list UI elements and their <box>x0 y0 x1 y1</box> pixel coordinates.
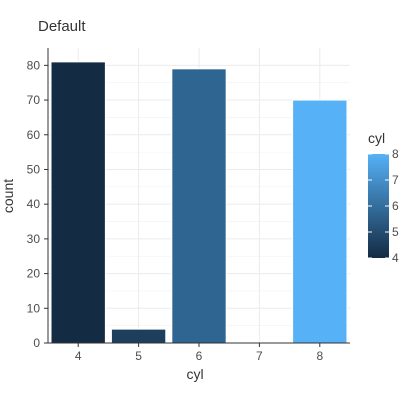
legend: cyl 8 7 6 5 4 <box>368 130 399 265</box>
x-axis-label: cyl <box>186 366 203 382</box>
axes: 0 10 20 30 40 50 60 70 80 4 5 6 7 8 <box>27 48 350 363</box>
bar-5 <box>110 328 167 344</box>
y-tick-label: 40 <box>27 197 41 211</box>
legend-label: 6 <box>392 199 399 213</box>
legend-label: 5 <box>392 225 399 239</box>
bar-8 <box>292 99 348 344</box>
y-tick-label: 70 <box>27 93 41 107</box>
legend-colorbar <box>368 154 389 258</box>
legend-label: 4 <box>392 251 399 265</box>
y-tick-label: 60 <box>27 128 41 142</box>
x-tick-label: 7 <box>256 349 263 363</box>
y-tick-label: 50 <box>27 162 41 176</box>
chart-title: Default <box>38 18 86 35</box>
x-tick-label: 8 <box>316 349 323 363</box>
bar-6 <box>171 68 227 344</box>
legend-title: cyl <box>368 130 385 146</box>
y-tick-label: 10 <box>27 301 41 315</box>
y-tick-label: 20 <box>27 267 41 281</box>
legend-label: 7 <box>392 173 399 187</box>
x-tick-label: 5 <box>135 349 142 363</box>
legend-label: 8 <box>392 147 399 161</box>
y-tick-label: 80 <box>27 58 41 72</box>
bar-4 <box>50 61 106 344</box>
y-tick-label: 0 <box>33 336 40 350</box>
y-axis-label: count <box>0 179 16 213</box>
bars <box>50 61 348 344</box>
y-tick-label: 30 <box>27 232 41 246</box>
x-tick-label: 6 <box>196 349 203 363</box>
x-tick-label: 4 <box>75 349 82 363</box>
